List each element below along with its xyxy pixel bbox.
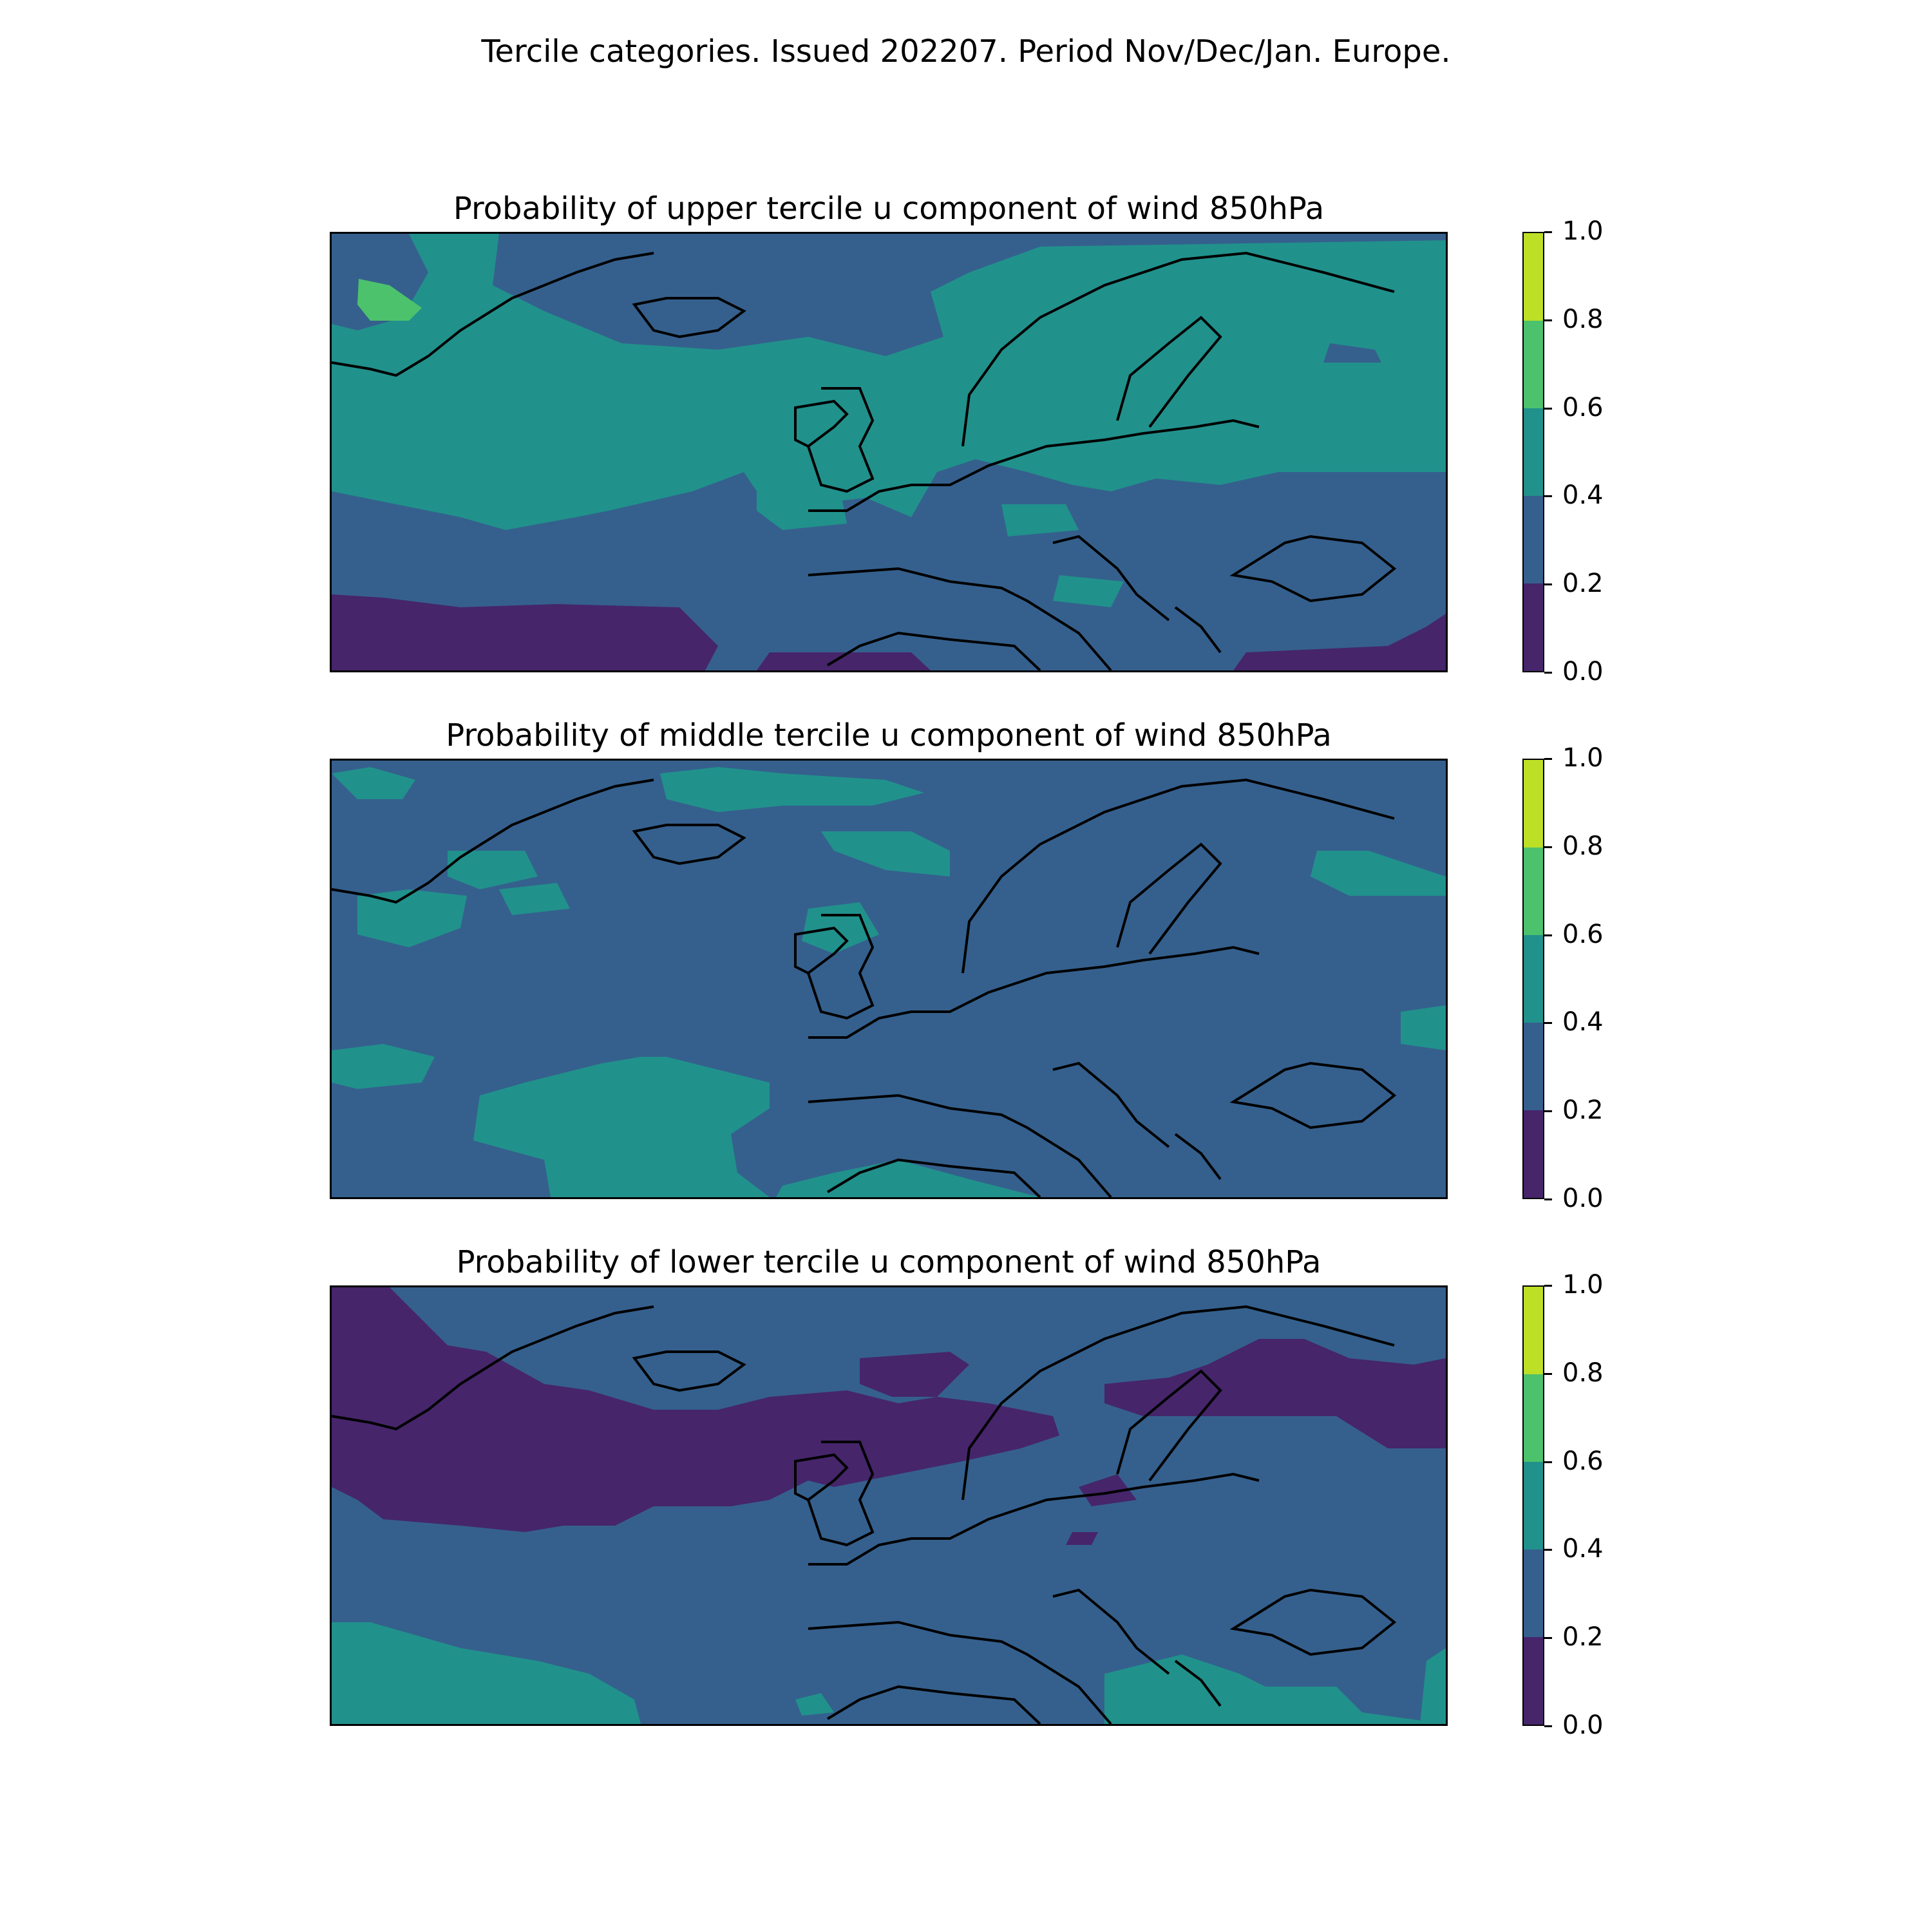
colorbar-seg-0.8-1.0 (1524, 760, 1543, 848)
map-lower-svg (332, 1287, 1446, 1724)
colorbar-seg-0.2-0.4 (1524, 496, 1543, 583)
colorbar-seg-0.6-0.8 (1524, 848, 1543, 935)
field-north-sea-low (860, 1352, 969, 1397)
field-atlantic-patch-1 (357, 889, 467, 947)
colorbar-seg-0.8-1.0 (1524, 233, 1543, 321)
coastlines (332, 778, 1397, 1197)
colorbar-tick (1544, 672, 1552, 674)
field-sw-atlantic-high (332, 1622, 641, 1724)
colorbar-tick (1544, 319, 1552, 321)
colorbar-tick-label: 0.4 (1562, 1007, 1604, 1037)
panel-title-lower: Probability of lower tercile u component… (456, 1244, 1321, 1280)
figure-title: Tercile categories. Issued 202207. Perio… (481, 33, 1451, 70)
colorbar-tick (1544, 1725, 1552, 1727)
map-lower-tercile (330, 1285, 1448, 1726)
panel-title-middle: Probability of middle tercile u componen… (446, 717, 1332, 753)
colorbar-seg-0.6-0.8 (1524, 1374, 1543, 1462)
colorbar-seg-0.4-0.6 (1524, 1462, 1543, 1549)
colorbar-tick (1544, 1461, 1552, 1463)
field-russia-low (1104, 1339, 1446, 1448)
colorbar-tick-label: 1.0 (1562, 1270, 1604, 1300)
coastlines (332, 251, 1397, 670)
colorbar-tick-label: 1.0 (1562, 216, 1604, 246)
map-middle-svg (332, 761, 1446, 1197)
field-atlantic-patch-3 (499, 883, 570, 915)
colorbar-tick-label: 0.6 (1562, 1446, 1604, 1476)
colorbar-middle (1522, 759, 1544, 1199)
field-high-patch (357, 279, 422, 321)
field-balkan-patch (1001, 504, 1079, 536)
colorbar-tick (1544, 1110, 1552, 1113)
field-north-africa (776, 1160, 1040, 1197)
field-nw-strip (332, 767, 415, 799)
colorbar-tick-label: 1.0 (1562, 743, 1604, 773)
field-africa-low (757, 652, 931, 670)
field-east-patch (1401, 1005, 1446, 1050)
field-west-patch (332, 1044, 435, 1089)
field-baltic-low (1079, 1474, 1137, 1506)
colorbar-tick-label: 0.2 (1562, 1095, 1604, 1126)
colorbar-tick (1544, 407, 1552, 410)
colorbar-seg-0.0-0.2 (1524, 1637, 1543, 1725)
colorbar-tick-label: 0.6 (1562, 392, 1604, 422)
colorbar-tick (1544, 934, 1552, 936)
colorbar-tick-label: 0.2 (1562, 569, 1604, 599)
colorbar-seg-0.0-0.2 (1524, 1110, 1543, 1198)
map-upper-svg (332, 234, 1446, 670)
colorbar-tick (1544, 846, 1552, 848)
colorbar-seg-0.4-0.6 (1524, 408, 1543, 496)
field-ne-patch (1323, 343, 1381, 363)
colorbar-tick-label: 0.4 (1562, 1534, 1604, 1564)
field-se-low (1233, 614, 1446, 670)
field-small-low (1066, 1532, 1098, 1545)
field-iceland-band (493, 234, 1446, 356)
field-subtropical-low (332, 594, 718, 670)
field-west-african-coast (473, 1057, 770, 1197)
field-central-patch (757, 478, 847, 530)
colorbar-tick-label: 0.6 (1562, 919, 1604, 949)
coastlines (332, 1305, 1397, 1724)
colorbar-tick (1544, 583, 1552, 586)
colorbar-upper (1522, 232, 1544, 672)
colorbar-tick (1544, 231, 1552, 233)
colorbar-tick (1544, 495, 1552, 498)
field-africa-high (795, 1693, 834, 1716)
colorbar-tick (1544, 1022, 1552, 1025)
map-upper-tercile (330, 232, 1448, 672)
colorbar-seg-0.8-1.0 (1524, 1287, 1543, 1374)
colorbar-lower (1522, 1285, 1544, 1726)
colorbar-tick-label: 0.2 (1562, 1622, 1604, 1653)
colorbar-tick-label: 0.4 (1562, 480, 1604, 511)
colorbar-tick (1544, 758, 1552, 760)
colorbar-tick (1544, 1285, 1552, 1287)
colorbar-tick (1544, 1372, 1552, 1375)
colorbar-tick-label: 0.0 (1562, 1184, 1604, 1213)
colorbar-tick-label: 0.0 (1562, 1710, 1604, 1740)
colorbar-seg-0.6-0.8 (1524, 321, 1543, 408)
colorbar-tick-label: 0.8 (1562, 304, 1604, 334)
field-east-high (1420, 1648, 1446, 1724)
panel-title-upper: Probability of upper tercile u component… (453, 191, 1325, 227)
field-atlantic-patch-2 (448, 851, 538, 889)
field-italy-patch (1053, 575, 1124, 607)
colorbar-tick (1544, 1637, 1552, 1640)
field-north-low-band (332, 1287, 1059, 1532)
field-iceland-strip (660, 767, 924, 812)
field-russia-patch (1311, 851, 1446, 896)
colorbar-seg-0.4-0.6 (1524, 935, 1543, 1023)
colorbar-tick-label: 0.0 (1562, 657, 1604, 687)
colorbar-seg-0.0-0.2 (1524, 583, 1543, 671)
map-middle-tercile (330, 759, 1448, 1199)
colorbar-seg-0.2-0.4 (1524, 1023, 1543, 1110)
colorbar-tick-label: 0.8 (1562, 1358, 1604, 1388)
field-north-sea-strip (821, 831, 950, 876)
colorbar-tick (1544, 1549, 1552, 1551)
colorbar-seg-0.2-0.4 (1524, 1549, 1543, 1637)
colorbar-tick (1544, 1198, 1552, 1200)
colorbar-tick-label: 0.8 (1562, 831, 1604, 861)
